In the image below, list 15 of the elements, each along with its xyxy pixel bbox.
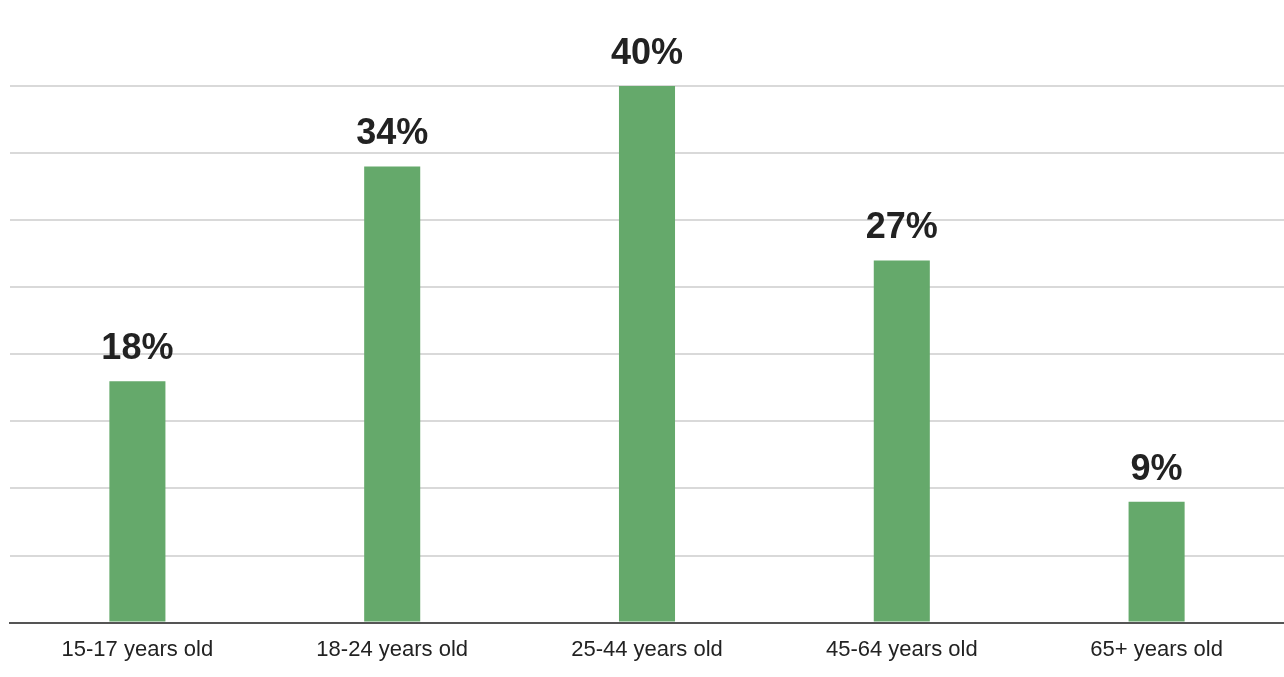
data-label: 27% bbox=[865, 205, 938, 247]
data-label: 9% bbox=[1130, 446, 1183, 488]
bar bbox=[618, 86, 676, 622]
x-tick-label: 45-64 years old bbox=[825, 635, 978, 661]
data-label: 34% bbox=[356, 111, 429, 153]
bar bbox=[364, 166, 421, 622]
data-label: 18% bbox=[101, 326, 174, 368]
x-tick-label: 65+ years old bbox=[1090, 635, 1223, 661]
x-tick-label: 18-24 years old bbox=[316, 635, 469, 661]
x-tick-label: 25-44 years old bbox=[571, 635, 723, 661]
bar bbox=[1128, 501, 1185, 622]
data-label: 40% bbox=[610, 30, 684, 72]
bar bbox=[873, 260, 930, 622]
bar bbox=[109, 381, 166, 622]
x-tick-label: 15-17 years old bbox=[61, 635, 214, 661]
